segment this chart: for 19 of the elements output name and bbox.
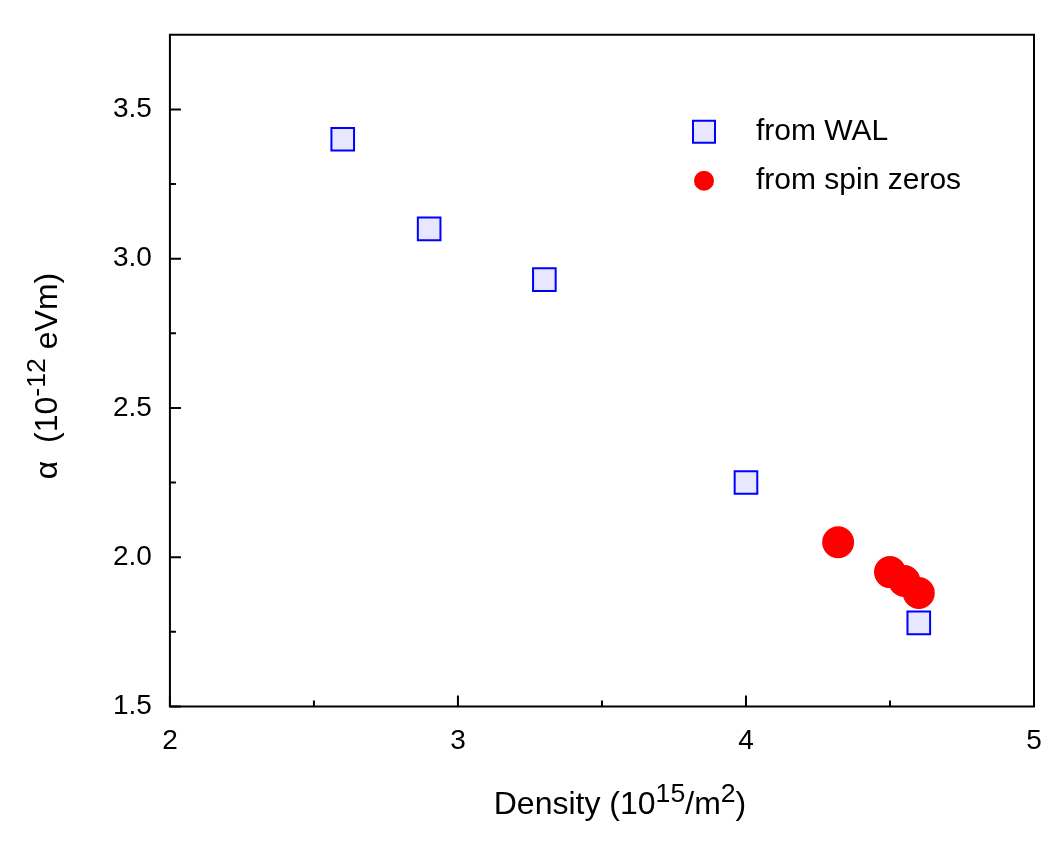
point	[906, 610, 932, 636]
point	[532, 267, 557, 292]
point	[416, 216, 442, 242]
y-tick-label: 2.0	[112, 539, 152, 571]
y-tick-label: 3.0	[112, 241, 152, 273]
point	[822, 526, 855, 559]
y-tick-label: 1.5	[112, 689, 152, 721]
point	[733, 470, 759, 495]
x-axis-title: Density (10$^{15}$/m$^{2}$)	[492, 778, 748, 822]
y-tick-label: 2.5	[112, 390, 152, 422]
x-tick-label: 5	[1026, 723, 1042, 755]
y-tick-label: 3.5	[112, 92, 152, 124]
legend-label: from spin zeros	[756, 162, 962, 196]
legend-label: from WAL	[756, 113, 889, 147]
point	[902, 576, 935, 609]
x-tick-label: 2	[162, 723, 178, 755]
x-tick-label: 3	[450, 723, 466, 755]
x-tick-label: 4	[738, 723, 754, 755]
point	[330, 126, 356, 152]
